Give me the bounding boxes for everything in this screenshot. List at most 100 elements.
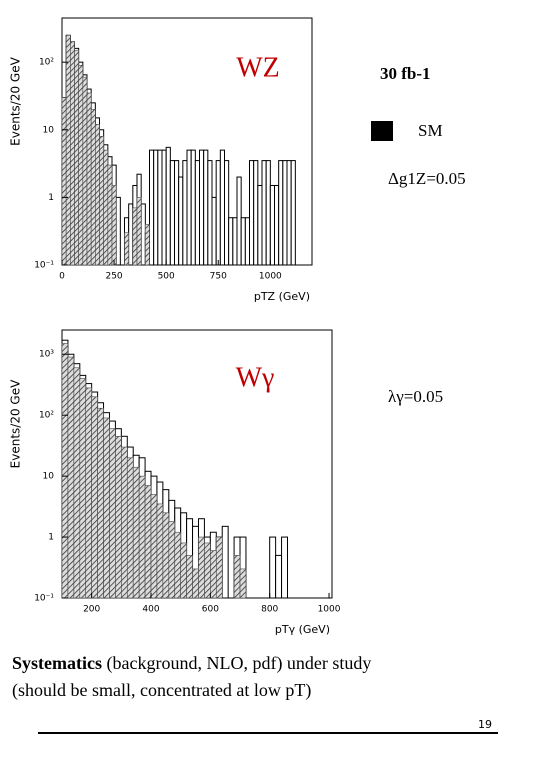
sm-bar bbox=[186, 555, 193, 599]
anomalous-bar bbox=[207, 160, 213, 266]
sm-bar bbox=[85, 387, 92, 599]
sm-bar bbox=[132, 466, 140, 599]
sm-bar bbox=[79, 378, 87, 599]
x-tick-label: 1000 bbox=[318, 605, 341, 615]
sm-bar bbox=[82, 76, 88, 266]
sm-bar bbox=[198, 536, 205, 599]
sm-bar bbox=[126, 457, 134, 599]
sm-bar bbox=[210, 550, 217, 599]
sm-bar bbox=[239, 568, 247, 599]
anomalous-bar bbox=[236, 176, 242, 266]
chart-title: WZ bbox=[236, 52, 280, 83]
sm-bar bbox=[78, 64, 84, 266]
anomalous-bar bbox=[115, 196, 121, 266]
sm-bar bbox=[124, 232, 129, 266]
x-tick-label: 250 bbox=[105, 272, 122, 282]
y-tick-label: 10⁻¹ bbox=[34, 261, 54, 271]
y-tick-label: 10 bbox=[43, 125, 55, 135]
anomalous-bar bbox=[269, 184, 276, 266]
anomalous-bar bbox=[274, 184, 280, 266]
sm-bar bbox=[99, 136, 104, 266]
sm-bar bbox=[73, 367, 81, 599]
anomalous-bar bbox=[140, 203, 146, 266]
sm-bar bbox=[162, 512, 170, 599]
y-tick-label: 10² bbox=[39, 411, 54, 421]
y-tick-label: 1 bbox=[48, 193, 54, 203]
anomalous-bar bbox=[269, 536, 277, 599]
y-tick-label: 10 bbox=[43, 472, 55, 482]
note-rest: (background, NLO, pdf) under study bbox=[102, 653, 371, 674]
anomalous-bar bbox=[275, 554, 283, 599]
anomalous-bar bbox=[203, 149, 209, 266]
anomalous-bar bbox=[182, 160, 188, 266]
x-tick-label: 400 bbox=[142, 605, 159, 615]
y-axis-label: Events/20 GeV bbox=[9, 56, 23, 145]
anomalous-bar bbox=[174, 160, 180, 266]
sm-bar bbox=[115, 436, 122, 599]
sm-bar bbox=[61, 343, 69, 599]
sm-bar bbox=[174, 531, 181, 599]
luminosity: 30 fb-1 bbox=[380, 64, 431, 83]
anomalous-bar bbox=[281, 536, 288, 599]
y-tick-label: 10³ bbox=[39, 350, 54, 360]
sm-bar bbox=[103, 417, 110, 599]
sm-bar bbox=[168, 521, 176, 599]
x-tick-label: 0 bbox=[59, 272, 65, 282]
sm-bar bbox=[136, 197, 142, 266]
sm-bar bbox=[204, 542, 211, 599]
anomalous-bar bbox=[224, 160, 230, 266]
x-tick-label: 600 bbox=[202, 605, 219, 615]
anomalous-bar bbox=[257, 184, 263, 266]
sm-bar bbox=[97, 407, 104, 599]
x-tick-label: 200 bbox=[83, 605, 100, 615]
anomalous-bar bbox=[165, 146, 171, 266]
sm-bar bbox=[67, 356, 75, 599]
x-tick-label: 800 bbox=[261, 605, 278, 615]
anomalous-bar bbox=[194, 160, 200, 266]
sm-bar bbox=[233, 555, 241, 599]
anomalous-bar bbox=[232, 217, 238, 266]
sm-bar bbox=[192, 568, 199, 599]
anomalous-bar bbox=[211, 196, 217, 266]
anomalous-bar bbox=[161, 149, 167, 266]
legend-swatch bbox=[371, 121, 393, 141]
page-number: 19 bbox=[478, 718, 492, 731]
anomalous-bar bbox=[186, 149, 192, 266]
sm-bar bbox=[109, 428, 116, 599]
anomalous-bar bbox=[278, 160, 284, 266]
y-tick-label: 1 bbox=[48, 533, 54, 543]
x-tick-label: 1000 bbox=[259, 272, 282, 282]
y-tick-label: 10⁻¹ bbox=[34, 594, 54, 604]
anomalous-bar bbox=[221, 525, 229, 599]
sm-bar bbox=[61, 97, 67, 266]
sm-bar bbox=[65, 34, 71, 266]
sm-bar bbox=[138, 475, 146, 599]
sm-bar bbox=[132, 207, 138, 266]
anomalous-bar bbox=[244, 217, 250, 266]
x-axis-label: pTγ (GeV) bbox=[275, 623, 330, 636]
anomalous-bar bbox=[228, 217, 234, 266]
sm-bar bbox=[103, 149, 109, 266]
sm-bar bbox=[145, 223, 150, 266]
anomalous-bar bbox=[169, 160, 175, 266]
sm-bar bbox=[180, 542, 187, 599]
anomalous-bar bbox=[190, 149, 196, 266]
legend-label: λγ=0.05 bbox=[388, 387, 443, 406]
note: Systematics (background, NLO, pdf) under… bbox=[12, 653, 371, 674]
anomalous-bar bbox=[219, 149, 225, 266]
anomalous-bar bbox=[290, 160, 296, 266]
sm-bar bbox=[111, 185, 117, 266]
x-tick-label: 750 bbox=[210, 272, 227, 282]
anomalous-bar bbox=[253, 160, 259, 266]
legend-label: SM bbox=[418, 121, 443, 140]
anomalous-bar bbox=[178, 176, 184, 266]
anomalous-bar bbox=[149, 149, 155, 266]
x-axis-label: pTZ (GeV) bbox=[254, 290, 310, 303]
anomalous-bar bbox=[282, 160, 288, 266]
anomalous-bar bbox=[249, 160, 255, 266]
sm-bar bbox=[156, 503, 164, 599]
sm-bar bbox=[215, 536, 223, 599]
note-bold: Systematics bbox=[12, 653, 102, 673]
sm-bar bbox=[74, 49, 79, 266]
